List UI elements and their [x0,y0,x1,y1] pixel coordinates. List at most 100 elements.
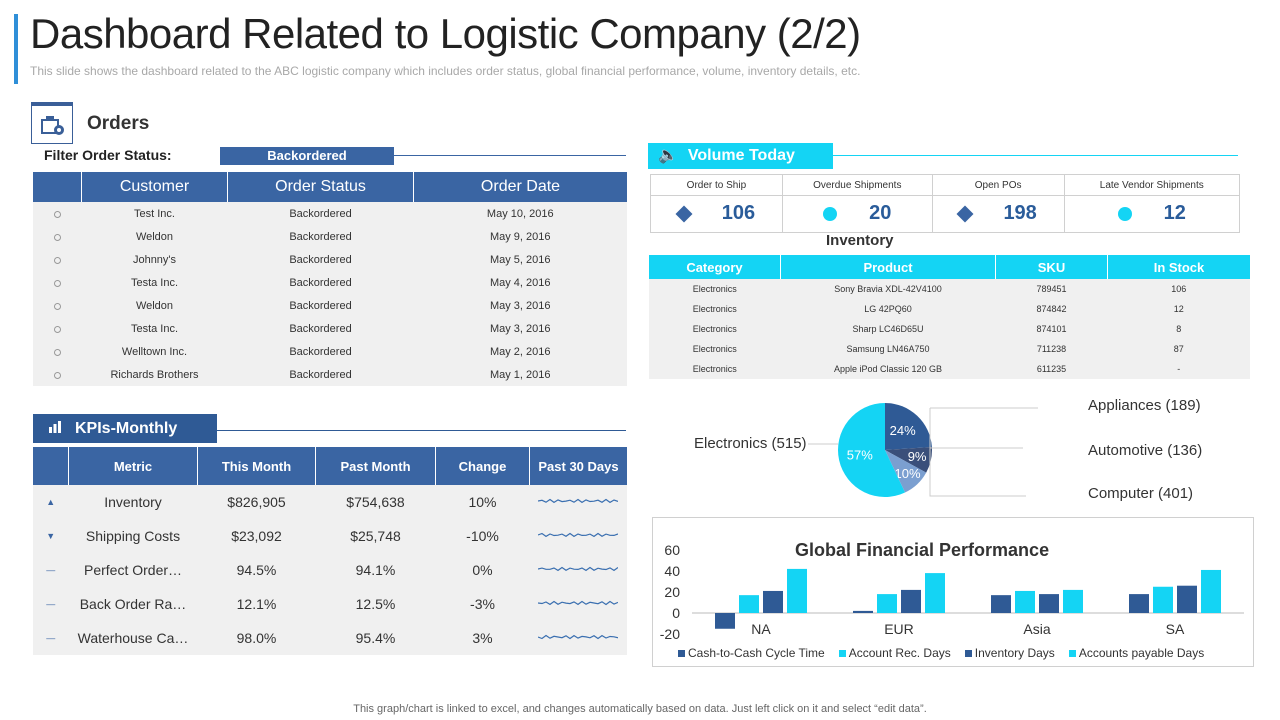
table-row[interactable]: Richards Brothers Backordered May 1, 2016 [33,363,627,386]
order-status-cell: Backordered [227,202,414,225]
kpis-header-metric[interactable]: Metric [68,447,198,485]
financial-bar-chart: 60 40 20 0 -20 NA EUR Asia SA [660,542,1244,642]
inventory-category-cell: Electronics [649,319,781,339]
category-pie-chart: 24% 9% 10% 57% [838,403,932,497]
inventory-sku-cell: 611235 [995,359,1108,379]
order-date-cell: May 3, 2016 [413,294,627,317]
inventory-in-stock-cell: - [1107,359,1250,379]
legend-item: Cash-to-Cash Cycle Time [678,646,825,660]
kpi-label-overdue: Overdue Shipments [781,174,933,196]
radio-icon[interactable] [53,302,61,310]
radio-icon[interactable] [53,279,61,287]
footer-note: This graph/chart is linked to excel, and… [353,703,927,715]
row-select-cell[interactable] [33,225,82,248]
row-select-cell[interactable] [33,363,82,386]
sparkline-cell [529,553,627,587]
kpi-value-order-to-ship-cell: 106 [650,195,783,233]
inventory-sku-cell: 711238 [995,339,1108,359]
pie-label-electronics: Electronics (515) [694,435,807,452]
inventory-category-cell: Electronics [649,279,781,299]
inventory-product-cell: Sharp LC46D65U [780,319,996,339]
sparkline [538,600,619,606]
inventory-header-product[interactable]: Product [780,255,996,279]
orders-header-date[interactable]: Order Date [413,172,627,202]
order-status-cell: Backordered [227,317,414,340]
table-row[interactable]: Testa Inc. Backordered May 3, 2016 [33,317,627,340]
row-select-cell[interactable] [33,317,82,340]
table-row[interactable]: Johnny's Backordered May 5, 2016 [33,248,627,271]
kpis-header-past-30-days[interactable]: Past 30 Days [529,447,627,485]
order-date-cell: May 1, 2016 [413,363,627,386]
radio-icon[interactable] [53,256,61,264]
x-category-label: SA [1166,621,1185,637]
trend-icon: — [33,621,69,655]
sparkline [538,634,619,640]
kpi-change-cell: 0% [435,553,530,587]
inventory-header-sku[interactable]: SKU [995,255,1108,279]
row-select-cell[interactable] [33,248,82,271]
bar-sa-series-0 [1129,594,1149,613]
radio-icon[interactable] [53,210,61,218]
table-row: — Perfect Order… 94.5% 94.1% 0% [33,553,627,587]
row-select-cell[interactable] [33,202,82,225]
page-title: Dashboard Related to Logistic Company (2… [30,10,861,57]
inventory-in-stock-cell: 106 [1107,279,1250,299]
bar-sa-series-3 [1201,569,1221,613]
page-subtitle: This slide shows the dashboard related t… [30,64,861,78]
table-row[interactable]: Weldon Backordered May 3, 2016 [33,294,627,317]
legend-item: Accounts payable Days [1068,646,1204,660]
filter-label-colon: : [166,147,172,163]
order-date-cell: May 9, 2016 [413,225,627,248]
radio-icon[interactable] [53,233,61,241]
radio-icon[interactable] [53,325,61,333]
kpis-header-change[interactable]: Change [435,447,530,485]
bar-sa-series-1 [1153,586,1173,613]
kpis-divider [217,430,626,431]
inventory-header-in-stock[interactable]: In Stock [1107,255,1250,279]
order-status-cell: Backordered [227,271,414,294]
diamond-icon [956,205,974,223]
radio-icon[interactable] [53,371,61,379]
row-select-cell[interactable] [33,340,82,363]
kpi-value-late-vendor: 12 [1163,202,1186,225]
filter-order-status-select[interactable]: Backordered [220,147,394,165]
pie-slice-label: 10% [895,466,921,481]
volume-today-title: Volume Today [687,147,795,164]
bar-asia-series-2 [1039,594,1059,613]
bar-na-series-2 [763,590,783,613]
pie-label-automotive: Automotive (136) [1088,442,1203,459]
inventory-in-stock-cell: 87 [1107,339,1250,359]
pie-leader-lines [808,407,1038,497]
inventory-in-stock-cell: 8 [1107,319,1250,339]
table-row[interactable]: Testa Inc. Backordered May 4, 2016 [33,271,627,294]
bar-na-series-3 [787,568,807,613]
table-row: ▲ Inventory $826,905 $754,638 10% [33,485,627,519]
bar-na-series-1 [739,595,759,613]
kpi-this-cell: $826,905 [197,485,316,519]
row-select-cell[interactable] [33,294,82,317]
row-select-cell[interactable] [33,271,82,294]
trend-icon: — [33,587,69,621]
pie-slice-appliances [885,403,932,450]
speaker-icon: 🔈 [658,147,678,164]
table-row[interactable]: Weldon Backordered May 9, 2016 [33,225,627,248]
legend-swatch [964,650,972,657]
table-row[interactable]: Welltown Inc. Backordered May 2, 2016 [33,340,627,363]
table-row[interactable]: Test Inc. Backordered May 10, 2016 [33,202,627,225]
pie-label-appliances: Appliances (189) [1088,397,1201,414]
order-status-cell: Backordered [227,340,414,363]
pie-slice-label: 9% [908,449,927,464]
kpis-header-past-month[interactable]: Past Month [315,447,436,485]
radio-icon[interactable] [53,348,61,356]
inventory-header-category[interactable]: Category [649,255,781,279]
kpis-header-this-month[interactable]: This Month [197,447,316,485]
kpi-this-cell: 12.1% [197,587,316,621]
inventory-category-cell: Electronics [649,359,781,379]
order-customer-cell: Richards Brothers [81,363,228,386]
kpi-label-order-to-ship: Order to Ship [650,174,783,196]
filter-order-status-label: Filter Order Status: [44,147,172,163]
order-date-cell: May 5, 2016 [413,248,627,271]
orders-header-status[interactable]: Order Status [227,172,414,202]
legend-label: Cash-to-Cash Cycle Time [688,646,825,660]
orders-header-customer[interactable]: Customer [81,172,228,202]
